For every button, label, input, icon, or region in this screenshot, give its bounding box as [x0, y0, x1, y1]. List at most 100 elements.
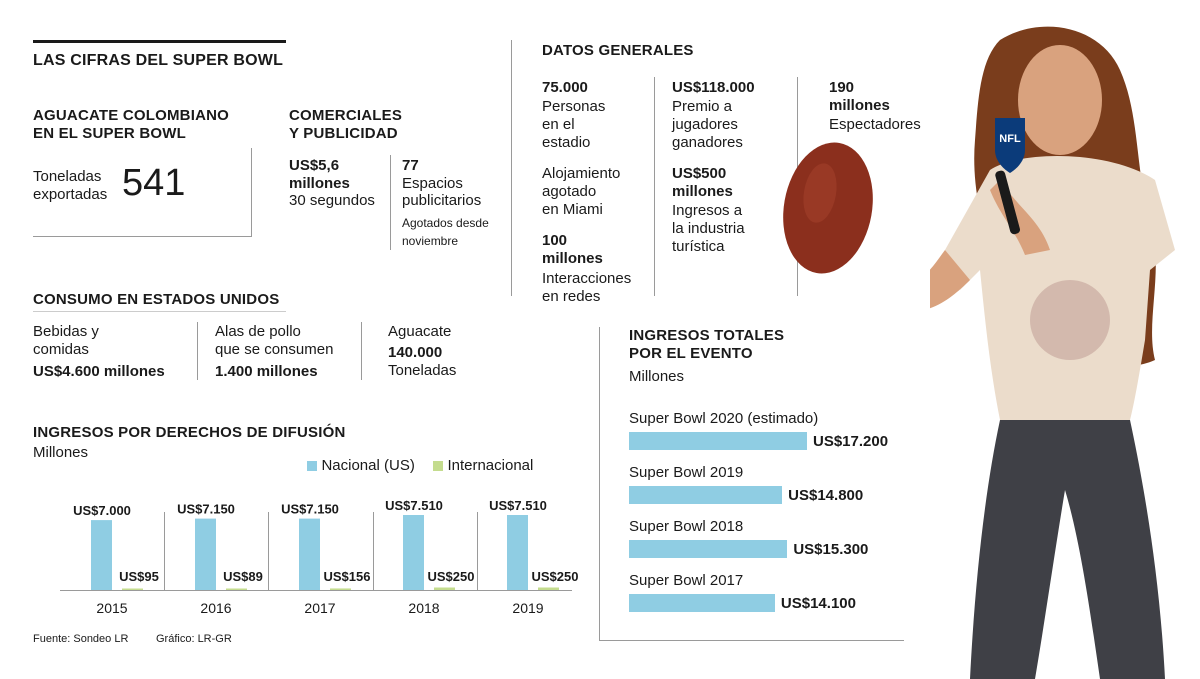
ingresos-category-label: Super Bowl 2017	[629, 572, 744, 589]
bar-nacional-2019	[507, 515, 528, 590]
aguacate-box-right	[251, 148, 252, 237]
aguacate-heading-2: EN EL SUPER BOWL	[33, 125, 186, 142]
label-nacional-2015: US$7.000	[73, 503, 131, 518]
comerciales-count-1: Espacios	[402, 175, 463, 192]
football-icon	[783, 142, 873, 274]
datos-c-value-2: millones	[542, 250, 603, 267]
legend-nacional: Nacional (US)	[307, 457, 415, 475]
datos-d-3: ganadores	[672, 134, 743, 151]
ingresos-bar	[629, 486, 783, 504]
ingresos-unit: Millones	[629, 368, 685, 385]
datos-d-2: jugadores	[672, 116, 738, 133]
ingresos-bar	[629, 540, 788, 558]
datos-b-1: Alojamiento	[542, 165, 621, 182]
graphic-credit: Gráfico: LR-GR	[156, 633, 232, 645]
bar-nacional-2015	[91, 520, 112, 590]
datos-heading: DATOS GENERALES	[542, 42, 694, 59]
label-nacional-2016: US$7.150	[177, 502, 235, 517]
bar-internacional-2015	[122, 588, 143, 590]
comerciales-heading-2: Y PUBLICIDAD	[289, 125, 398, 142]
ingresos-value-label: US$17.200	[813, 433, 889, 450]
performer-illustration: NFL	[930, 26, 1175, 679]
bar-nacional-2016	[195, 518, 216, 590]
aguacate-label-2: exportadas	[33, 186, 108, 203]
shirt-print	[1030, 280, 1110, 360]
comerciales-count: 77	[402, 157, 419, 174]
datos-a-3: estadio	[542, 134, 591, 151]
consumo-c3-1: Aguacate	[388, 323, 452, 340]
consumo-heading: CONSUMO EN ESTADOS UNIDOS	[33, 291, 280, 308]
legend-internacional-swatch	[433, 461, 443, 471]
consumo-c1-1: Bebidas y	[33, 323, 99, 340]
tick-label-2018: 2018	[408, 600, 439, 616]
aguacate-heading-1: AGUACATE COLOMBIANO	[33, 107, 230, 124]
datos-b-3: en Miami	[542, 201, 603, 218]
datos-e-value-1: US$500	[672, 165, 727, 182]
label-internacional-2018: US$250	[428, 569, 475, 584]
comerciales-heading-1: COMERCIALES	[289, 107, 403, 124]
ingresos-category-label: Super Bowl 2020 (estimado)	[629, 410, 819, 427]
label-nacional-2017: US$7.150	[281, 502, 339, 517]
ingresos-heading-2: POR EL EVENTO	[629, 345, 753, 362]
consumo-c2-1: Alas de pollo	[215, 323, 301, 340]
svg-text:NFL: NFL	[999, 133, 1021, 145]
label-internacional-2019: US$250	[532, 569, 579, 584]
aguacate-value: 541	[122, 162, 186, 204]
datos-b-2: agotado	[542, 183, 597, 200]
nfl-shield-icon	[995, 118, 1025, 173]
ingresos-category-label: Super Bowl 2019	[629, 464, 744, 481]
legend-nacional-label: Nacional (US)	[321, 457, 415, 474]
face	[1018, 45, 1102, 155]
consumo-c3-value: 140.000	[388, 344, 443, 361]
tick-label-2019: 2019	[512, 600, 543, 616]
legend-nacional-swatch	[307, 461, 317, 471]
datos-f-value-2: millones	[829, 97, 890, 114]
datos-e-2: la industria	[672, 220, 745, 237]
datos-a-1: Personas	[542, 98, 606, 115]
bar-nacional-2017	[299, 518, 320, 590]
comerciales-count-2: publicitarios	[402, 192, 482, 209]
datos-d-1: Premio a	[672, 98, 733, 115]
page-title: LAS CIFRAS DEL SUPER BOWL	[33, 52, 284, 69]
datos-f-1: Espectadores	[829, 116, 921, 133]
label-nacional-2018: US$7.510	[385, 498, 443, 513]
tick-label-2017: 2017	[304, 600, 335, 616]
difusion-chart: US$7.000 US$95 2015 US$7.150 US$89 2016 US$7.1…	[60, 498, 579, 616]
consumo-c1-2: comidas	[33, 341, 89, 358]
datos-a-2: en el	[542, 116, 575, 133]
comerciales-price-2: millones	[289, 175, 350, 192]
ingresos-category-label: Super Bowl 2018	[629, 518, 744, 535]
datos-e-1: Ingresos a	[672, 202, 743, 219]
datos-left-rule	[511, 40, 512, 296]
microphone-icon	[995, 170, 1020, 235]
ingresos-left-rule	[599, 327, 600, 640]
datos-divider-1	[654, 77, 655, 296]
label-internacional-2017: US$156	[324, 569, 371, 584]
datos-c-value-1: 100	[542, 232, 568, 249]
ingresos-value-label: US$15.300	[793, 541, 869, 558]
bar-internacional-2018	[434, 587, 455, 590]
source-text: Fuente: Sondeo LR	[33, 633, 129, 645]
bar-internacional-2016	[226, 588, 247, 590]
label-nacional-2019: US$7.510	[489, 498, 547, 513]
consumo-divider-1	[197, 322, 198, 380]
label-internacional-2016: US$89	[223, 569, 263, 584]
bar-internacional-2019	[538, 587, 559, 590]
difusion-unit: Millones	[33, 444, 89, 461]
comerciales-sold-2: noviembre	[402, 234, 459, 248]
tick-label-2015: 2015	[96, 600, 127, 616]
ingresos-heading-1: INGRESOS TOTALES	[629, 327, 785, 344]
consumo-c1-value: US$4.600 millones	[33, 363, 165, 380]
ingresos-bottom-rule	[599, 640, 904, 641]
comerciales-price-1: US$5,6	[289, 157, 340, 174]
consumo-divider-2	[361, 322, 362, 380]
consumo-c2-value: 1.400 millones	[215, 363, 318, 380]
datos-c-1: Interacciones	[542, 270, 632, 287]
ingresos-bar	[629, 432, 807, 450]
aguacate-label-1: Toneladas	[33, 168, 102, 185]
datos-a-value: 75.000	[542, 79, 588, 96]
comerciales-divider	[390, 155, 391, 250]
comerciales-price-sub: 30 segundos	[289, 192, 375, 209]
comerciales-sold-1: Agotados desde	[402, 216, 489, 230]
ingresos-value-label: US$14.100	[780, 595, 856, 612]
